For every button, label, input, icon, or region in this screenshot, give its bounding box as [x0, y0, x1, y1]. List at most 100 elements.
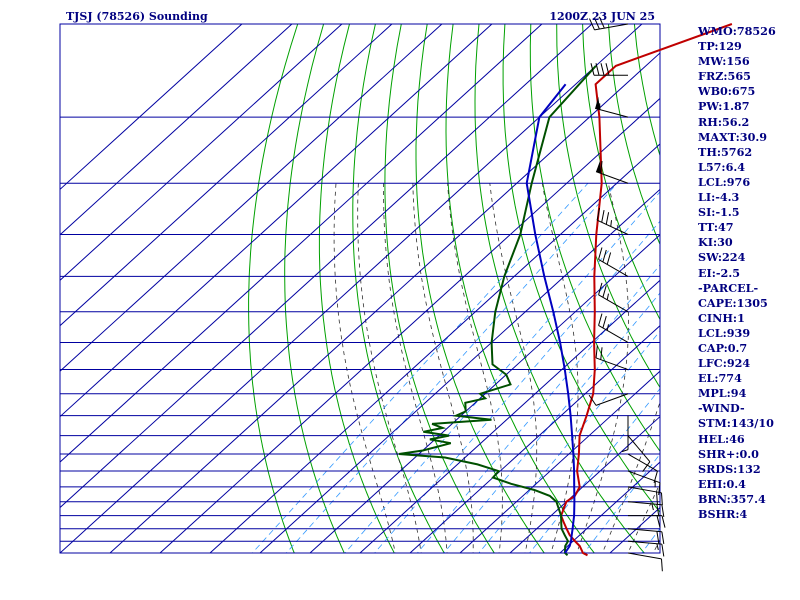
stat-item: MPL:94 — [698, 386, 747, 401]
wind-barb-full — [661, 544, 665, 557]
stat-item: L57:6.4 — [698, 159, 746, 174]
wind-barb-full — [598, 313, 603, 326]
wind-barb-full — [656, 491, 658, 505]
wind-barb-full — [661, 515, 666, 528]
wind-barb-half — [606, 324, 609, 331]
isotherm — [60, 24, 443, 372]
isotherm — [159, 97, 660, 553]
wind-barb-half — [610, 220, 612, 227]
dry-adiabat — [284, 24, 345, 553]
stat-item: LCL:939 — [698, 325, 751, 340]
moist-adiabat — [383, 183, 448, 553]
wind-barb-full — [596, 207, 601, 221]
wind-barb-staff — [598, 294, 629, 313]
dewpoint-line — [398, 65, 597, 557]
wind-barb-full — [598, 247, 603, 260]
moist-adiabat — [576, 183, 629, 553]
stat-item: SI:-1.5 — [698, 205, 740, 220]
isotherm — [60, 24, 393, 327]
plot-area — [60, 24, 660, 553]
dry-adiabat — [556, 24, 660, 389]
wind-barb-full — [589, 18, 595, 31]
plot-border — [59, 23, 661, 554]
dry-adiabat — [318, 24, 395, 553]
wind-barbs — [588, 16, 666, 572]
wind-barb-staff — [627, 470, 661, 484]
stat-item: FRZ:565 — [698, 69, 751, 84]
stat-item: CAP:0.7 — [698, 340, 748, 355]
wind-barb-full — [602, 249, 607, 263]
isotherm — [60, 24, 543, 463]
wind-barb-half — [656, 543, 659, 551]
wind-barb-full — [605, 63, 610, 76]
wind-barb-full — [653, 470, 658, 484]
wind-barb-half — [621, 449, 629, 453]
wind-barb-staff — [595, 107, 629, 118]
wind-barb-staff — [627, 435, 651, 463]
dry-adiabat — [248, 24, 299, 553]
stat-item: SRDS:132 — [698, 461, 761, 476]
profile-lines — [398, 23, 733, 557]
wind-barb-full — [642, 461, 651, 472]
wind-barb-half — [651, 503, 654, 511]
wind-barb-full — [598, 16, 605, 29]
wind-barb-full — [593, 17, 600, 30]
temperature-line — [560, 23, 733, 557]
wind-barb-staff — [595, 171, 629, 184]
stat-item: PW:1.87 — [698, 99, 750, 114]
background-lines — [59, 23, 661, 554]
wind-barb-full — [601, 210, 605, 223]
stat-item: KI:30 — [698, 235, 733, 250]
wind-barb-staff — [627, 552, 662, 560]
wind-barb-flag — [595, 96, 600, 110]
wind-barb-full — [661, 531, 665, 545]
wind-barb-full — [656, 531, 660, 544]
isotherm — [60, 24, 593, 509]
moist-adiabat — [447, 183, 503, 553]
wind-barb-full — [605, 212, 610, 225]
mixing-ratio-line — [251, 182, 589, 553]
wind-barb-staff — [627, 528, 662, 533]
isotherm — [359, 279, 660, 553]
moist-adiabat — [333, 183, 396, 553]
moist-adiabat — [601, 400, 660, 553]
stat-item: LI:-4.3 — [698, 190, 740, 205]
chart-subtitle: 1200Z 23 JUN 25 — [549, 10, 655, 23]
stat-item: LFC:924 — [698, 356, 751, 371]
wind-barb-full — [660, 492, 663, 506]
wind-barb-staff — [595, 393, 629, 406]
dry-adiabat — [474, 24, 645, 553]
dry-adiabat — [608, 24, 660, 246]
mixing-ratio-line — [583, 453, 660, 553]
dry-adiabat — [529, 24, 660, 453]
wind-barb-staff — [598, 325, 629, 343]
stat-item: SW:224 — [698, 250, 746, 265]
dry-adiabat — [415, 24, 545, 553]
stat-item: CAPE:1305 — [698, 295, 768, 310]
mixing-ratio-line — [443, 292, 660, 553]
wind-barb-full — [656, 504, 660, 517]
isotherm — [259, 188, 660, 553]
chart-title: TJSJ (78526) Sounding — [66, 10, 208, 23]
wind-barb-staff — [627, 501, 662, 506]
mixing-ratio-line — [478, 330, 660, 553]
wind-barb-staff — [627, 486, 662, 494]
stat-item: EL:774 — [698, 371, 742, 386]
wind-barb-full — [600, 63, 605, 76]
wind-barb-full — [606, 252, 612, 265]
isotherm — [60, 24, 243, 191]
parcel-line — [525, 83, 576, 554]
wind-barb-staff — [627, 453, 658, 472]
dry-adiabat — [352, 24, 445, 553]
wind-barb-staff — [596, 219, 629, 235]
stat-item: HEL:46 — [698, 431, 745, 446]
stat-item: TP:129 — [698, 39, 742, 54]
wind-barb-staff — [594, 23, 629, 31]
stat-item: MW:156 — [698, 54, 750, 69]
mixing-ratio-line — [285, 182, 618, 553]
mixing-ratio-line — [374, 220, 660, 553]
isotherm — [509, 415, 660, 553]
stat-item: SHR+:0.0 — [698, 446, 759, 461]
stat-item: LCL:976 — [698, 174, 751, 189]
wind-barb-full — [602, 285, 607, 298]
